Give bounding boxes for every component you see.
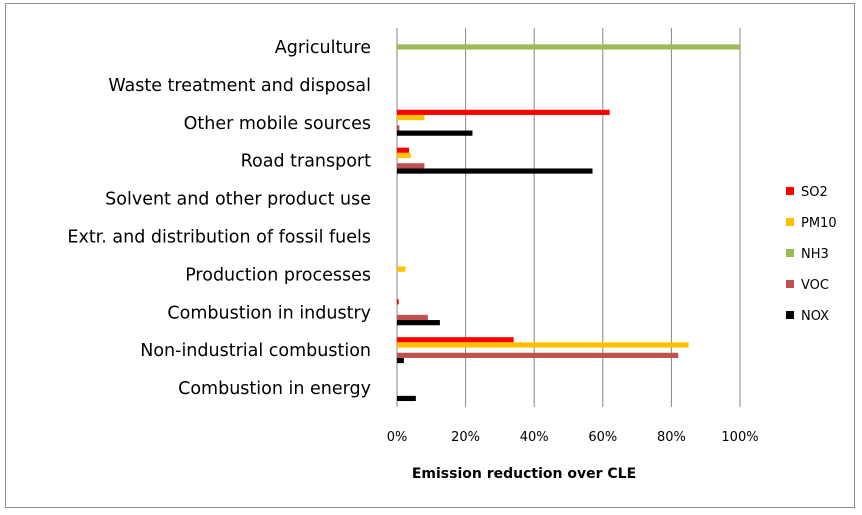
grid-lines [396,28,741,407]
category-label: Extr. and distribution of fossil fuels [67,228,371,248]
legend-label: SO2 [801,185,828,200]
category-label: Non-industrial combustion [140,341,371,361]
category-label: Waste treatment and disposal [108,76,371,96]
bar-voc [397,314,428,321]
chart-frame [5,3,855,508]
x-tick-label: 0% [387,430,408,445]
category-label: Other mobile sources [184,114,371,134]
bar-so2 [397,109,610,115]
bar-nh3 [397,44,740,50]
category-label: Road transport [241,152,371,172]
category-label: Agriculture [275,38,371,58]
x-tick-label: 60% [588,430,617,445]
bar-nox [397,168,593,174]
bar-so2 [397,299,399,305]
bar-nox [397,357,404,364]
legend-swatch-nox [786,311,794,319]
x-tick-label: 40% [520,430,549,445]
bar-voc [397,125,400,131]
x-axis-label: Emission reduction over CLE [412,466,636,482]
bar-so2 [397,337,514,343]
legend-swatch-so2 [786,187,794,195]
x-tick-label: 20% [451,430,480,445]
x-tick-label: 100% [721,430,758,445]
bar-nox [397,130,473,136]
legend: SO2 PM10 NH3 VOC NOX [786,185,837,324]
bar-voc [397,352,679,358]
bar-pm10 [397,152,411,159]
category-label: Solvent and other product use [105,190,371,210]
category-label: Production processes [185,265,371,285]
bar-nox [397,395,416,402]
legend-label: NOX [801,309,829,324]
legend-swatch-nh3 [786,249,794,257]
category-labels: Agriculture Waste treatment and disposal O… [67,38,371,399]
legend-swatch-pm10 [786,218,794,226]
legend-label: PM10 [801,216,837,231]
legend-label: NH3 [801,247,829,262]
legend-swatch-voc [786,280,794,288]
bar-pm10 [397,266,406,272]
x-tick-label: 80% [657,430,686,445]
bar-pm10 [397,342,689,348]
category-label: Combustion in energy [178,379,371,399]
bar-voc [397,163,425,169]
bar-nox [397,320,440,326]
bars [397,44,740,402]
bar-pm10 [397,114,425,121]
bar-so2 [397,147,410,153]
x-tick-labels: 0% 20% 40% 60% 80% 100% [387,430,759,445]
legend-label: VOC [801,278,829,293]
category-label: Combustion in industry [167,303,371,323]
